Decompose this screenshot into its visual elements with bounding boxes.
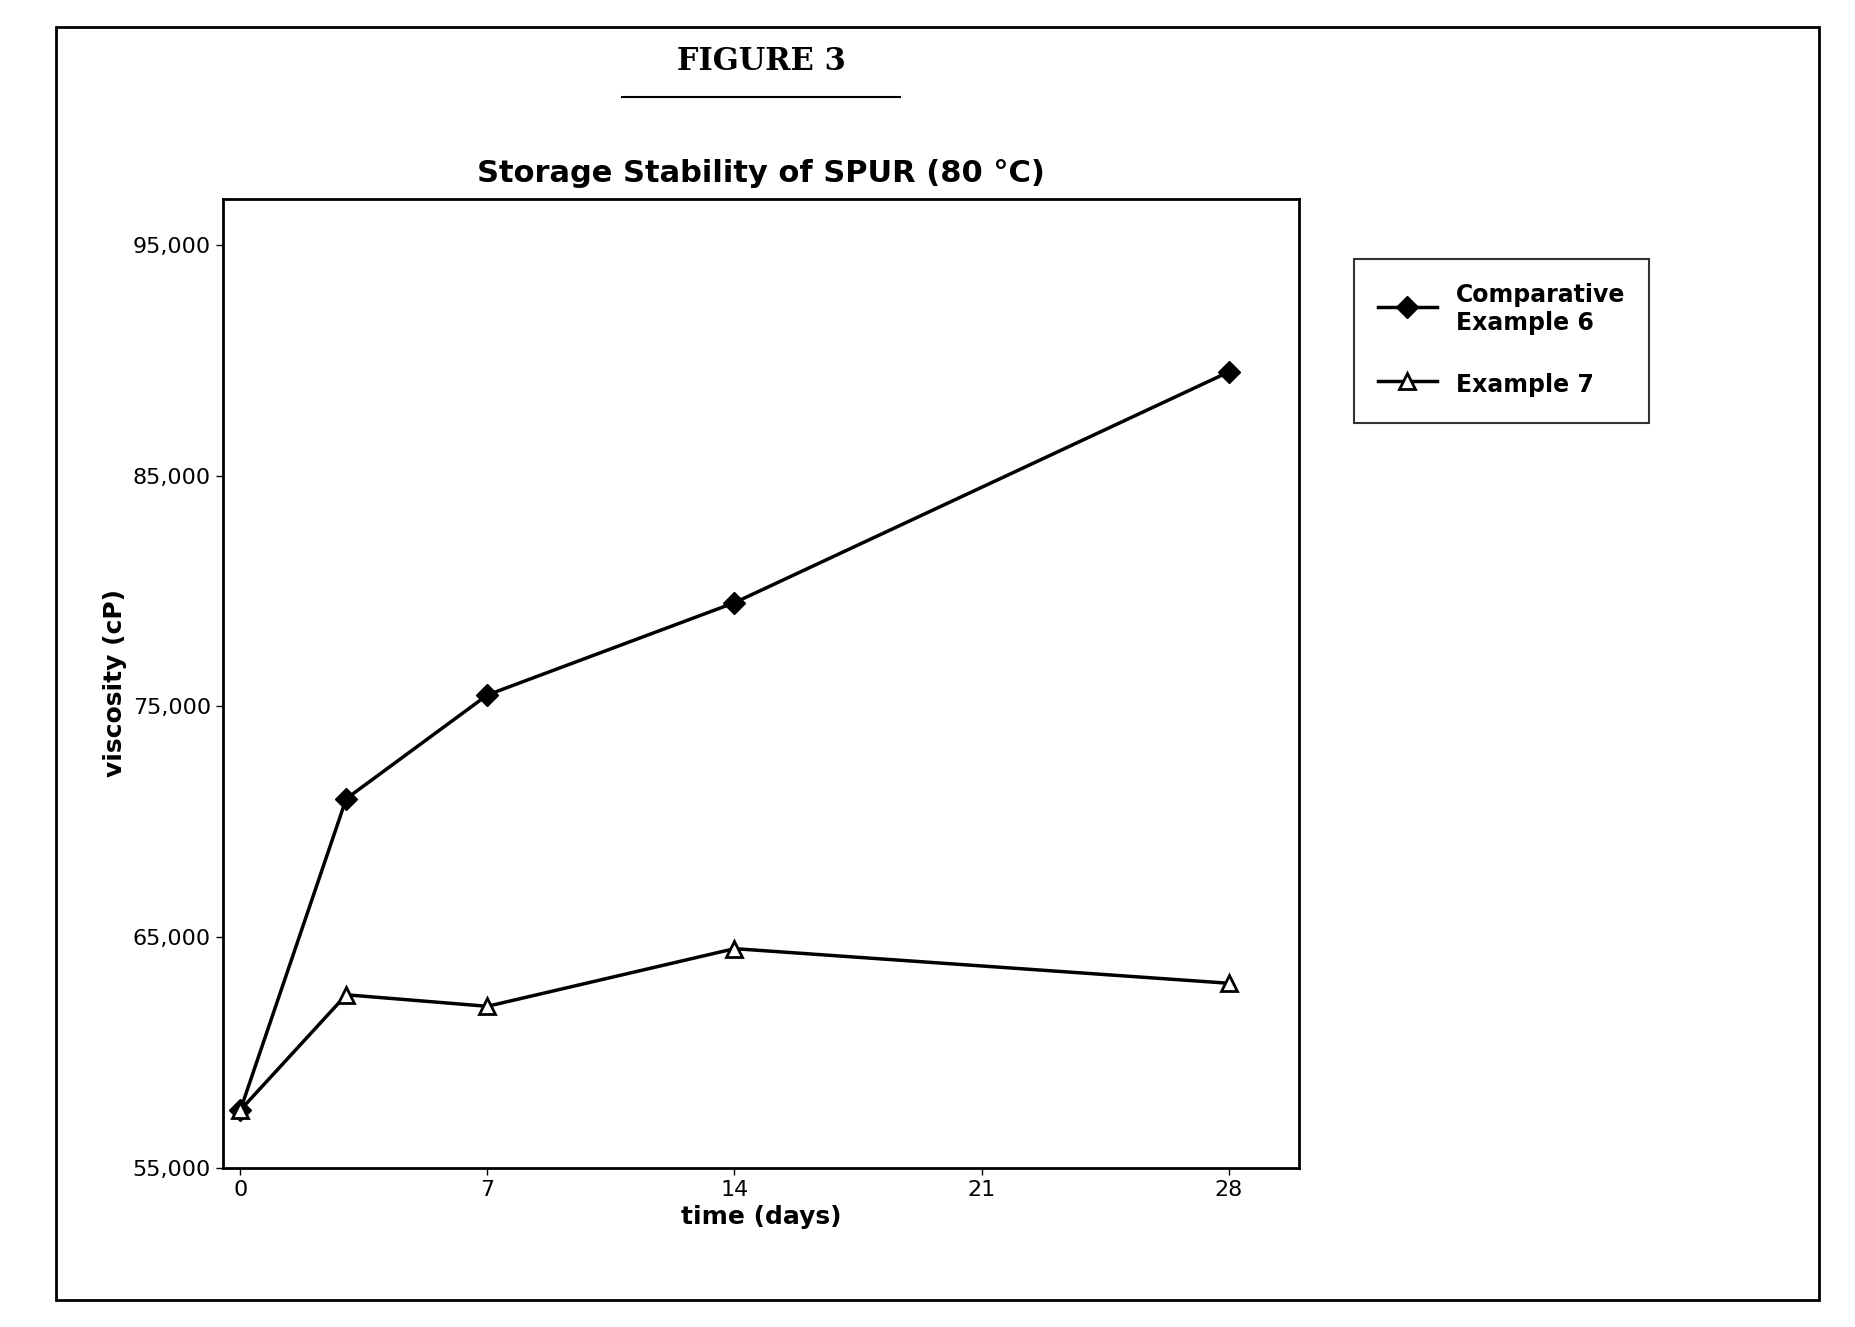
Example 7 — [723, 941, 746, 957]
Example 7 — [1217, 975, 1239, 991]
Title: Storage Stability of SPUR (80 °C): Storage Stability of SPUR (80 °C) — [477, 159, 1044, 188]
Comparative
Example 6 — [723, 594, 746, 610]
Legend: Comparative
Example 6, Example 7: Comparative Example 6, Example 7 — [1354, 259, 1647, 422]
Example 7 — [477, 998, 499, 1014]
Y-axis label: viscosity (cP): viscosity (cP) — [104, 589, 126, 778]
Example 7 — [230, 1103, 252, 1119]
Comparative
Example 6 — [477, 687, 499, 703]
Line: Comparative
Example 6: Comparative Example 6 — [232, 365, 1235, 1117]
Line: Example 7: Example 7 — [232, 941, 1235, 1119]
Text: FIGURE 3: FIGURE 3 — [677, 46, 844, 77]
Comparative
Example 6 — [336, 791, 358, 807]
Comparative
Example 6 — [230, 1103, 252, 1119]
Example 7 — [336, 987, 358, 1003]
Comparative
Example 6 — [1217, 364, 1239, 380]
X-axis label: time (days): time (days) — [681, 1205, 840, 1229]
